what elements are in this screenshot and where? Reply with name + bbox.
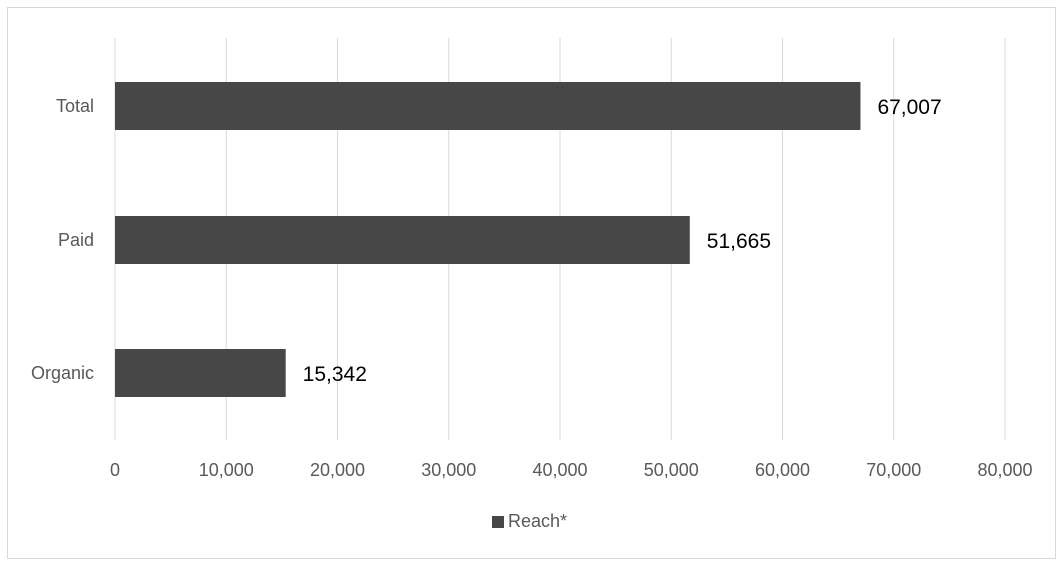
x-tick-label: 50,000 <box>644 460 699 480</box>
x-tick-label: 10,000 <box>199 460 254 480</box>
x-tick-label: 70,000 <box>866 460 921 480</box>
data-label: 51,665 <box>707 230 771 253</box>
bar-total <box>115 82 861 130</box>
x-tick-label: 80,000 <box>977 460 1032 480</box>
data-label: 15,342 <box>303 363 367 386</box>
bar-paid <box>115 216 690 264</box>
x-tick-label: 40,000 <box>532 460 587 480</box>
labels: 0 10,000 20,000 30,000 40,000 50,000 60,000 70,… <box>31 96 1033 480</box>
y-category-label: Total <box>56 96 94 116</box>
legend-label: Reach* <box>507 511 568 531</box>
data-label: 67,007 <box>877 96 941 119</box>
x-tick-label: 0 <box>110 460 120 480</box>
legend-swatch <box>491 516 504 528</box>
y-category-label: Paid <box>58 230 94 250</box>
y-category-label: Organic <box>31 363 94 383</box>
x-tick-label: 20,000 <box>310 460 365 480</box>
bar-organic <box>115 349 286 397</box>
x-tick-label: 30,000 <box>421 460 476 480</box>
x-tick-label: 60,000 <box>755 460 810 480</box>
bars <box>115 82 861 397</box>
legend: Reach* <box>0 511 1059 532</box>
